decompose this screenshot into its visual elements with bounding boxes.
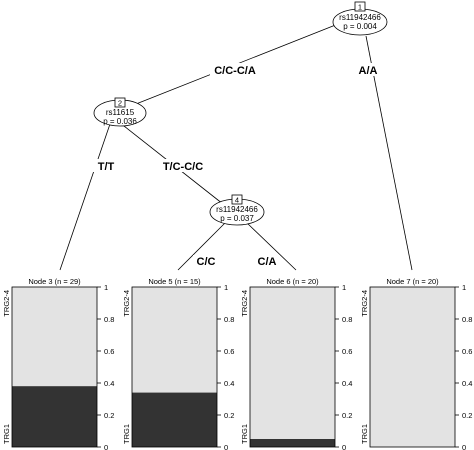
edge-label-cc: C/C [197,256,216,268]
category-label-trg2-4: TRG2-4 [360,290,369,317]
node-pvalue: p = 0.036 [103,117,137,126]
inner-node-2: 2 rs11615 p = 0.036 [93,97,147,127]
axis-tick-label: 0.4 [462,379,472,388]
edge-label-tc-cc: T/C-C/C [163,161,203,173]
axis-tick-label: 0 [104,443,108,450]
node-variable: rs11942466 [216,205,258,214]
node-variable: rs11942466 [339,13,381,22]
terminal-node-5: Node 5 (n = 15) 0 0.2 0.4 0.6 0.8 1 TRG2-4 TRG1 [122,277,234,450]
inner-node-4: 4 rs11942466 p = 0.037 [209,194,265,226]
axis-tick-label: 0.4 [224,379,234,388]
category-label-trg2-4: TRG2-4 [240,290,249,317]
axis-tick-label: 1 [104,283,108,292]
category-label-trg1: TRG1 [2,424,11,444]
terminal-title: Node 5 (n = 15) [148,277,201,286]
node-id-box [231,194,243,205]
node-pvalue: p = 0.004 [343,22,377,31]
axis-tick-label: 1 [342,283,346,292]
edge-4-5 [177,221,227,271]
node-id: 2 [118,99,122,108]
axis-tick-label: 0.2 [104,411,114,420]
axis-tick-label: 0 [342,443,346,450]
axis-tick-label: 1 [224,283,228,292]
axis-tick-label: 0.8 [104,315,114,324]
category-label-trg2-4: TRG2-4 [122,290,131,317]
axis-tick-label: 0.8 [224,315,234,324]
node-variable: rs11615 [106,108,135,117]
axis-tick-label: 0.6 [224,347,234,356]
terminal-node-7: Node 7 (n = 20) 0 0.2 0.4 0.6 0.8 1 TRG2-4 TRG1 [360,277,472,450]
terminal-node-3: Node 3 (n = 29) 0 0.2 0.4 0.6 0.8 1 TRG2-4 TRG1 [2,277,114,450]
bar-trg2-4 [370,287,455,447]
terminal-node-6: Node 6 (n = 20) 0 0.2 0.4 0.6 0.8 1 TRG2-4 TRG1 [240,277,352,450]
axis-tick-label: 0.2 [462,411,472,420]
edge-4-6 [245,221,297,271]
bar-trg1 [250,439,335,447]
axis-tick-label: 0 [462,443,466,450]
node-id-box [114,97,126,108]
inner-node-1: 1 rs11942466 p = 0.004 [332,1,388,36]
axis-tick-label: 0.2 [342,411,352,420]
edge-2-3 [59,123,111,271]
edge-label-cc-ca: C/C-C/A [214,65,256,77]
axis-tick-label: 0 [224,443,228,450]
axis-tick-label: 0.6 [462,347,472,356]
category-label-trg1: TRG1 [360,424,369,444]
category-label-trg1: TRG1 [240,424,249,444]
category-label-trg2-4: TRG2-4 [2,290,11,317]
edge-labels: C/C-C/A A/A T/T T/C-C/C C/C C/A [93,63,381,268]
edge-label-tt: T/T [98,161,115,173]
edge-label-aa: A/A [359,65,378,77]
terminal-title: Node 7 (n = 20) [386,277,439,286]
axis-tick-label: 0.2 [224,411,234,420]
tree-edges [59,23,413,271]
node-id: 1 [358,3,362,12]
panel-frame [249,286,336,448]
bar-trg1 [12,386,97,447]
axis-tick-label: 1 [462,283,466,292]
category-label-trg1: TRG1 [122,424,131,444]
panel-frame [369,286,456,448]
axis-tick-label: 0.8 [342,315,352,324]
panel-frame [131,286,218,448]
node-pvalue: p = 0.037 [220,214,254,223]
axis-tick-label: 0.6 [342,347,352,356]
node-id: 4 [235,196,239,205]
bar-trg2-4 [250,287,335,447]
terminal-title: Node 3 (n = 29) [28,277,81,286]
axis-tick-label: 0.8 [462,315,472,324]
axis-tick-label: 0.6 [104,347,114,356]
bar-trg1 [132,392,217,447]
node-id-box [354,1,366,12]
axis-tick-label: 0.4 [104,379,114,388]
edge-label-ca: C/A [258,256,277,268]
axis-tick-label: 0.4 [342,379,352,388]
panel-frame [11,286,98,448]
terminal-title: Node 6 (n = 20) [266,277,319,286]
